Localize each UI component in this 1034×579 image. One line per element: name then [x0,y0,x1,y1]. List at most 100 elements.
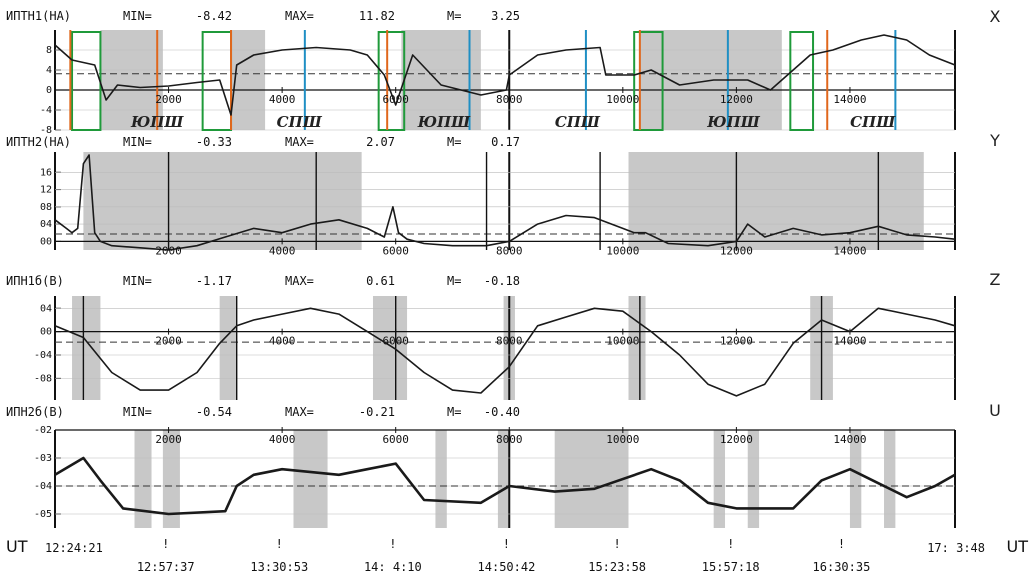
y-tick-label: -4 [40,105,52,116]
x-tick-label: 12000 [720,93,753,106]
shaded-interval [554,430,629,528]
min-value: -8.42 [196,9,232,23]
region-label: СПШ [277,113,323,131]
min-value: -1.17 [196,274,232,288]
ut-end: 17: 3:48 [927,541,985,555]
x-tick-label: 14000 [833,433,866,446]
ut-mark: ! [614,537,621,551]
y-tick-label: -05 [34,509,52,520]
min-label: MIN= [123,9,152,23]
x-tick-label: 6000 [382,93,409,106]
shaded-interval [293,430,328,528]
mean-value: -0.18 [484,274,520,288]
ut-time: 12:57:37 [137,560,195,574]
mean-label: M= [447,9,461,23]
x-tick-label: 14000 [833,244,866,257]
x-tick-label: 4000 [269,93,296,106]
shaded-interval [219,296,237,400]
shaded-interval [72,296,101,400]
max-value: 2.07 [366,135,395,149]
region-label: ЮПШ [706,113,760,131]
series-name: ИПН2б(В) [6,405,64,419]
panel-letter: X [990,7,1001,26]
series-line [54,34,956,116]
mean-value: 0.17 [491,135,520,149]
shaded-interval [83,152,362,250]
shaded-interval [628,152,924,250]
ut-time: 14:50:42 [478,560,536,574]
y-tick-label: 4 [46,65,52,76]
series-line [54,154,956,251]
x-tick-label: 10000 [606,433,639,446]
min-label: MIN= [123,274,152,288]
x-tick-label: 10000 [606,93,639,106]
x-tick-label: 8000 [496,93,523,106]
shaded-interval [884,430,896,528]
x-tick-label: 8000 [496,433,523,446]
ut-start: 12:24:21 [45,541,103,555]
panel-letter: Z [990,270,1001,289]
mean-label: M= [447,274,461,288]
max-label: MAX= [285,9,314,23]
ut-time: 13:30:53 [250,560,308,574]
x-tick-label: 8000 [496,335,523,348]
ut-mark: ! [727,537,734,551]
ut-mark: ! [162,537,169,551]
x-tick-label: 12000 [720,335,753,348]
shaded-interval [628,296,646,400]
shaded-interval [435,430,447,528]
max-label: MAX= [285,274,314,288]
panel-letter: Y [989,131,1000,150]
y-tick-label: -04 [34,481,52,492]
max-value: 0.61 [366,274,395,288]
max-value: 11.82 [359,9,395,23]
region-label: СПШ [555,113,601,131]
x-tick-label: 4000 [269,335,296,348]
shaded-interval [497,430,510,528]
max-label: MAX= [285,135,314,149]
x-tick-label: 10000 [606,244,639,257]
highlight-box [633,31,664,131]
highlight-box [789,31,815,131]
x-tick-label: 4000 [269,244,296,257]
shaded-interval [162,430,180,528]
min-value: -0.54 [196,405,232,419]
mean-value: -0.40 [484,405,520,419]
series-name: ИПТН1(НА) [6,9,71,23]
x-tick-label: 8000 [496,244,523,257]
x-tick-label: 14000 [833,335,866,348]
y-tick-label: 04 [40,219,52,230]
y-tick-label: -03 [34,453,52,464]
x-tick-label: 2000 [155,244,182,257]
x-tick-label: 2000 [155,93,182,106]
y-tick-label: 0 [46,85,52,96]
y-tick-label: -8 [40,125,52,136]
ut-label-left: UT [6,537,28,556]
series-line [54,456,956,516]
y-tick-label: 00 [40,236,52,247]
ut-mark: ! [389,537,396,551]
ut-mark: ! [503,537,510,551]
series-name: ИПН1б(В) [6,274,64,288]
x-tick-label: 6000 [382,433,409,446]
x-tick-label: 12000 [720,244,753,257]
y-tick-label: 00 [40,327,52,338]
shaded-interval [231,30,266,130]
region-label: ЮПШ [417,113,471,131]
panel-letter: U [989,401,1001,420]
shaded-interval [134,430,152,528]
y-tick-label: -02 [34,425,52,436]
max-value: -0.21 [359,405,395,419]
shaded-interval [100,30,163,130]
shaded-interval [747,430,760,528]
y-tick-label: -04 [34,350,52,361]
shaded-interval [713,430,726,528]
shaded-interval [849,430,862,528]
min-label: MIN= [123,135,152,149]
x-tick-label: 4000 [269,433,296,446]
min-label: MIN= [123,405,152,419]
region-label: ЮПШ [130,113,184,131]
region-label: СПШ [850,113,896,131]
x-tick-label: 2000 [155,335,182,348]
x-tick-label: 6000 [382,335,409,348]
